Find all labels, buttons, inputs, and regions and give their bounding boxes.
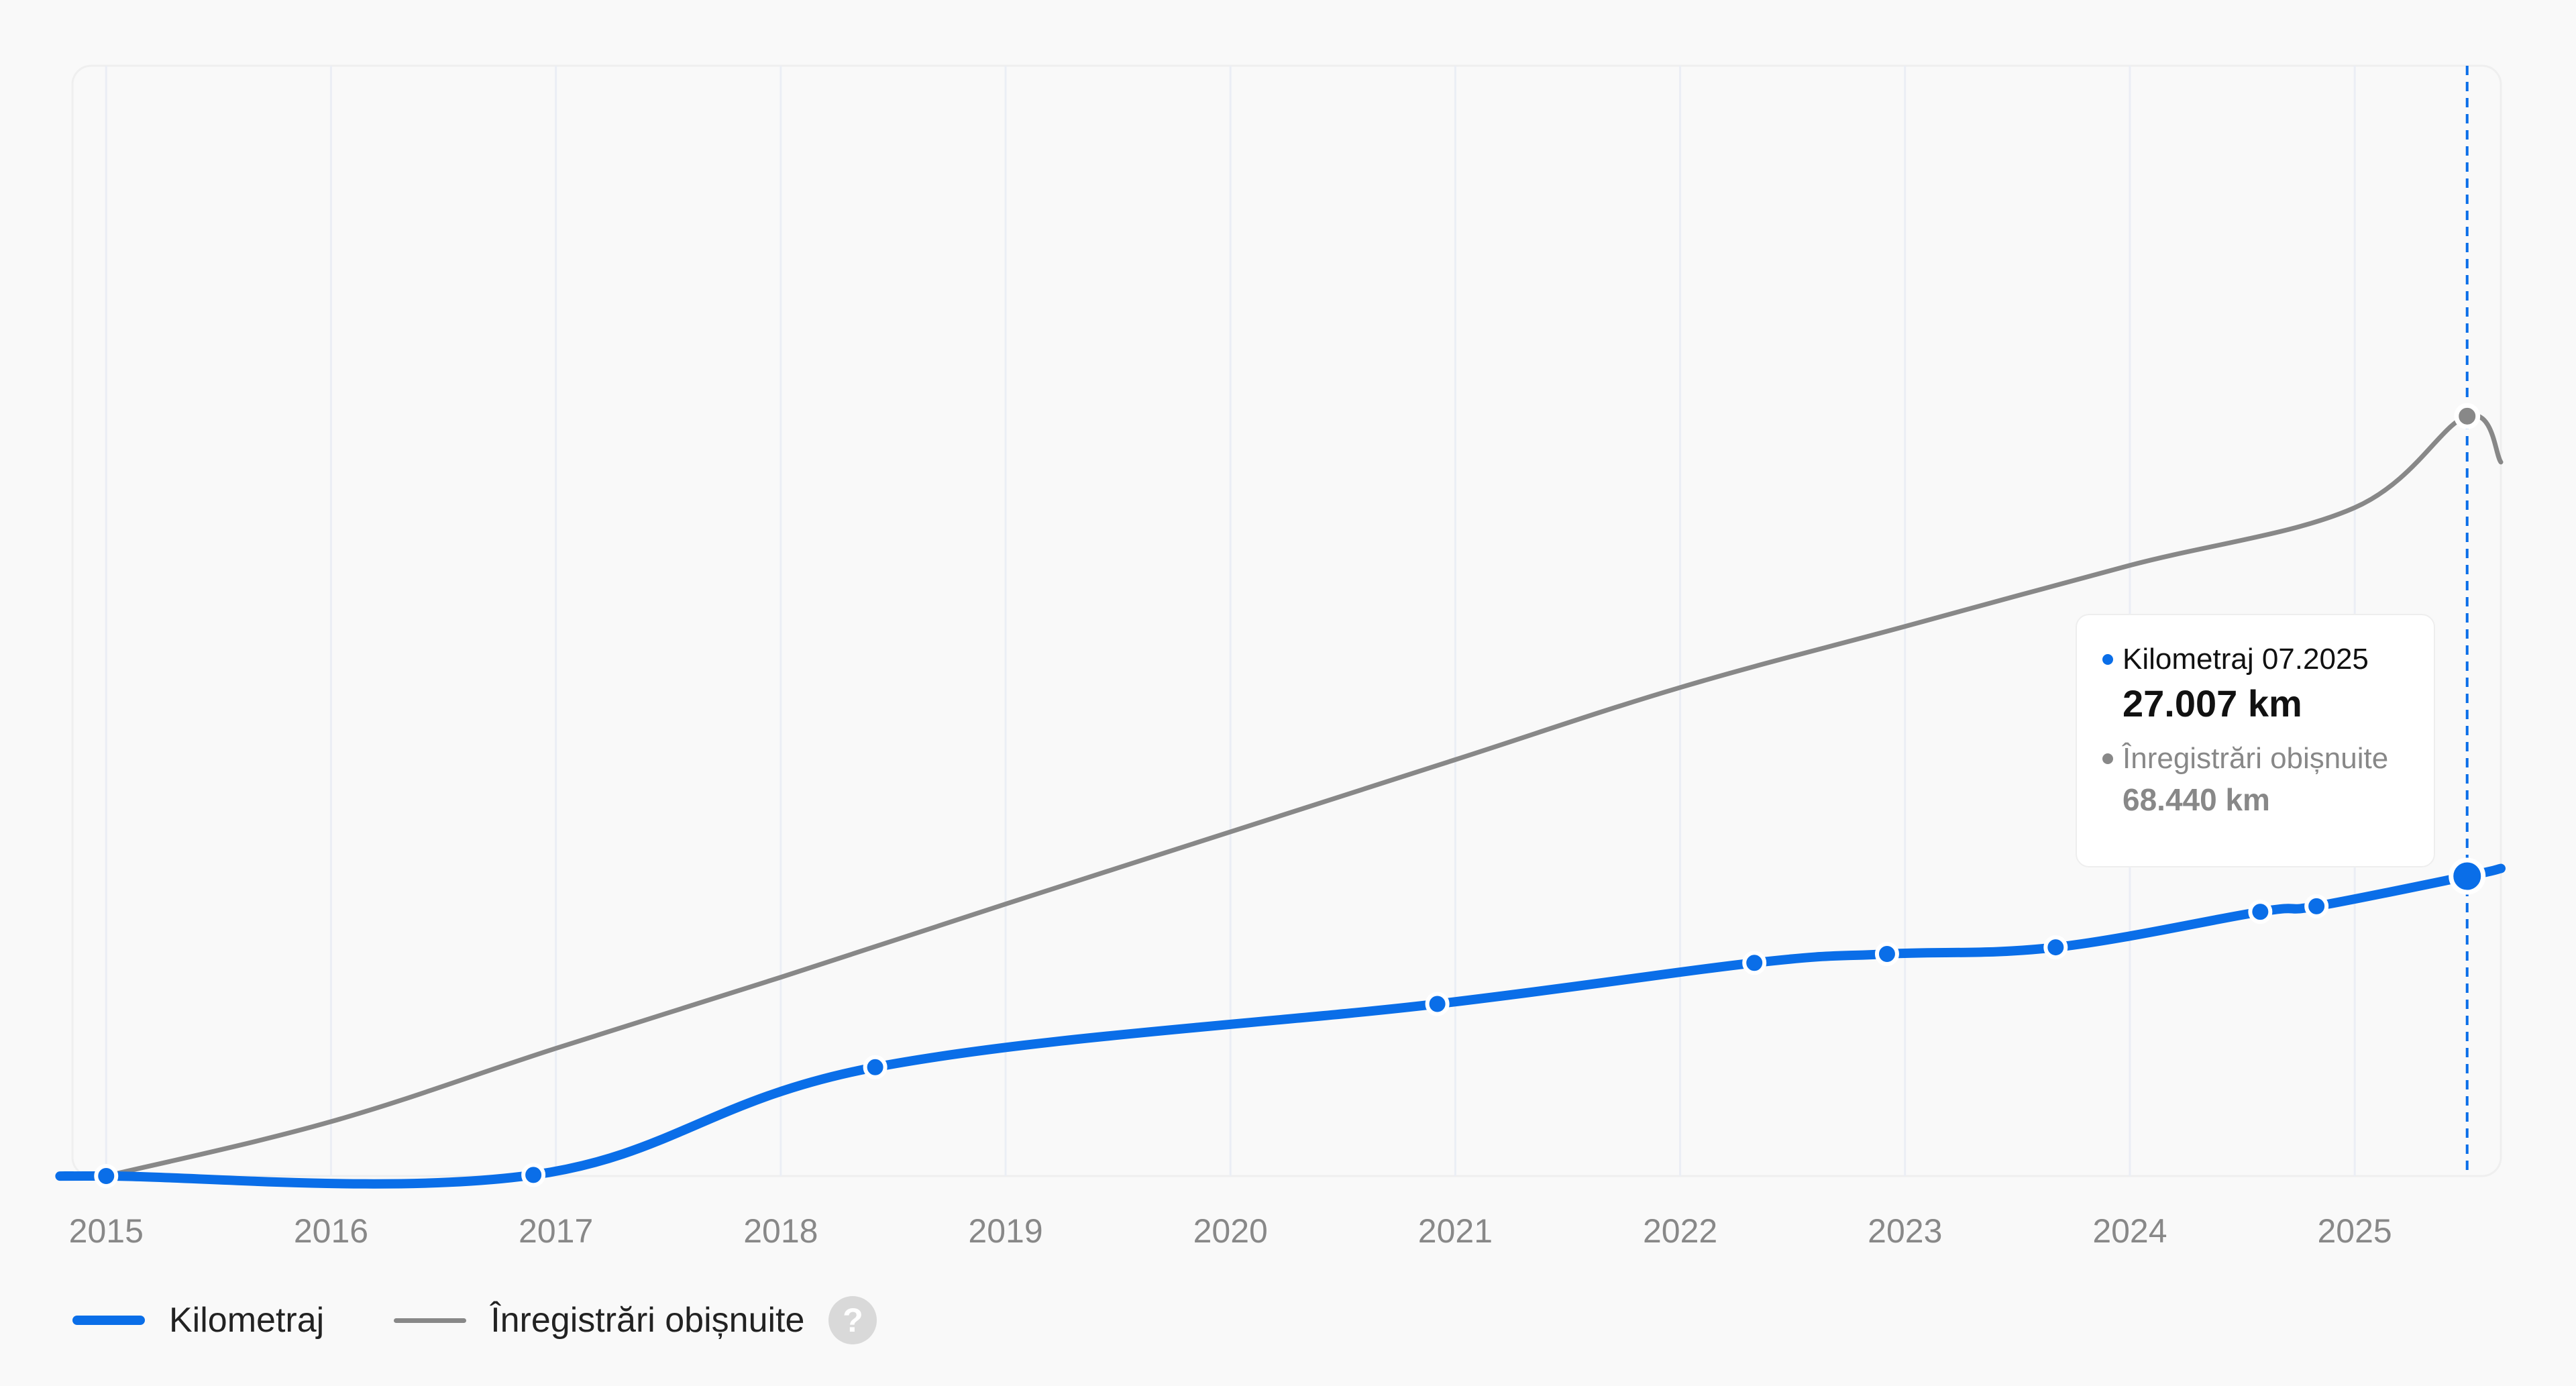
x-tick-label: 2023 [1868,1212,1942,1250]
data-point-mileage[interactable] [2043,935,2068,960]
legend-item-mileage[interactable]: Kilometraj [72,1300,324,1340]
markers [94,403,2486,1188]
data-point-mileage[interactable] [2304,894,2329,918]
question-mark-icon[interactable]: ? [828,1296,877,1344]
x-axis: 2015 2016 2017 2018 2019 2020 2021 2022 2023 2024… [69,1212,2392,1250]
tooltip-label-typical: Înregistrări obișnuite [2123,742,2389,775]
x-tick-label: 2017 [519,1212,593,1250]
tooltip-value-mileage: 27.007 km [2123,682,2302,725]
legend: Kilometraj Înregistrări obișnuite ? [72,1293,877,1347]
x-tick-label: 2016 [294,1212,368,1250]
x-tick-label: 2015 [69,1212,144,1250]
data-point-mileage[interactable] [2248,900,2273,924]
x-tick-label: 2022 [1643,1212,1717,1250]
x-tick-label: 2025 [2318,1212,2392,1250]
data-point-mileage[interactable] [2449,857,2486,895]
plot-frame [71,64,2502,1177]
x-tick-label: 2019 [968,1212,1042,1250]
tooltip: Kilometraj 07.2025 27.007 km Înregistrăr… [2076,614,2435,867]
data-point-mileage[interactable] [94,1164,119,1188]
plot-area [71,64,2502,1177]
legend-label-mileage: Kilometraj [169,1301,325,1340]
legend-label-typical: Înregistrări obișnuite [490,1301,805,1340]
tooltip-dot-mileage [2102,654,2113,665]
x-tick-label: 2020 [1193,1212,1268,1250]
data-point-mileage[interactable] [863,1055,888,1079]
legend-swatch-typical [394,1318,467,1323]
series [55,413,2506,1189]
tooltip-series1: Kilometraj 07.2025 [2102,641,2434,678]
tooltip-value-typical: 68.440 km [2123,782,2270,817]
x-tick-label: 2018 [743,1212,818,1250]
tooltip-series2: Înregistrări obișnuite [2102,740,2434,778]
legend-item-typical[interactable]: Înregistrări obișnuite [394,1300,804,1340]
data-point-typical[interactable] [2454,403,2481,429]
legend-swatch-mileage [72,1316,145,1325]
x-tick-label: 2021 [1418,1212,1493,1250]
data-point-mileage[interactable] [1742,951,1767,975]
data-point-mileage[interactable] [1874,942,1899,966]
tooltip-label-mileage: Kilometraj 07.2025 [2123,643,2369,676]
tooltip-dot-typical [2102,753,2113,764]
series-line-typical [103,413,2504,1179]
data-point-mileage[interactable] [521,1163,546,1187]
data-point-mileage[interactable] [1425,992,1450,1016]
x-tick-label: 2024 [2092,1212,2167,1250]
series-line-mileage [55,863,2506,1189]
